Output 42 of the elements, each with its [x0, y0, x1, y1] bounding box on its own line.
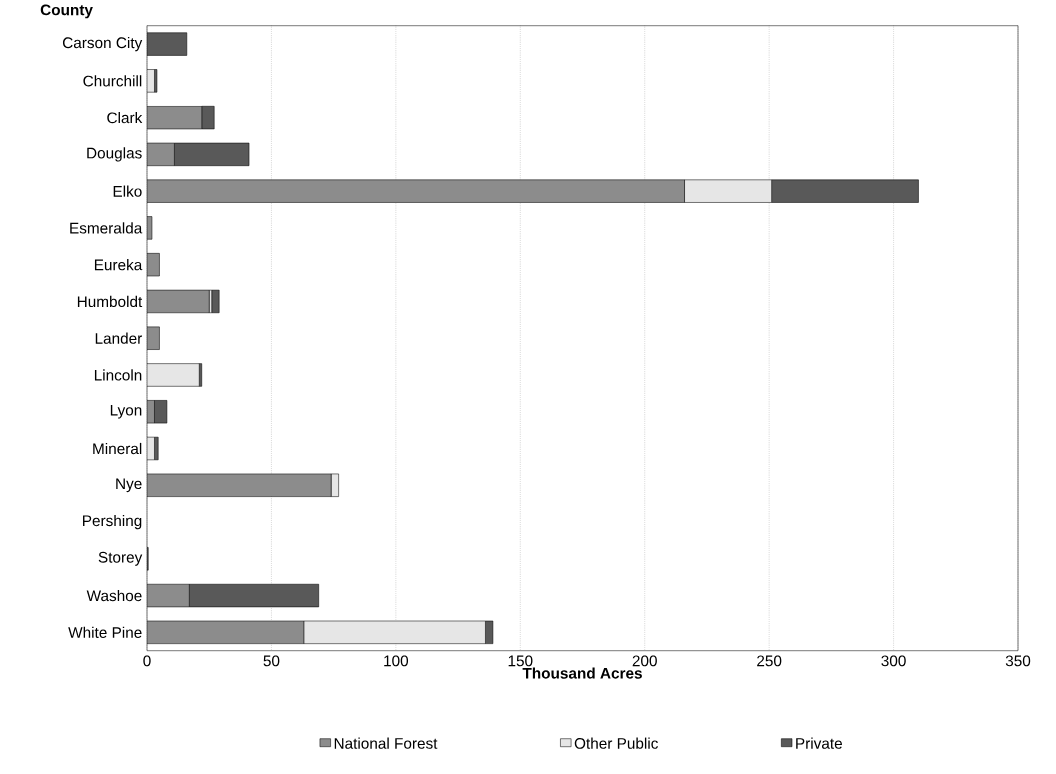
bar — [303, 620, 486, 645]
y-tick-label: Esmeralda — [70, 222, 143, 234]
bar — [147, 620, 305, 645]
legend-label: Private — [796, 737, 842, 749]
y-tick-label: Clark — [107, 112, 143, 124]
bar — [147, 289, 210, 314]
x-tick-label: 350 — [1005, 655, 1031, 667]
legend-label: National Forest — [334, 737, 438, 749]
bar — [147, 106, 203, 130]
y-tick-label: White Pine — [68, 626, 142, 639]
x-tick-label: 0 — [143, 655, 151, 667]
y-tick-label: Carson City — [62, 37, 143, 52]
x-axis-title: Thousand Acres — [522, 667, 642, 679]
y-tick-label: Nye — [116, 478, 142, 493]
x-tick-label: 150 — [508, 655, 533, 667]
legend-label: Other Public — [574, 737, 658, 749]
x-tick-label: 300 — [881, 655, 906, 667]
bar — [147, 32, 188, 56]
y-tick-label: Lander — [95, 332, 143, 344]
y-tick-label: Pershing — [83, 515, 142, 530]
bar — [189, 584, 319, 608]
x-tick-label: 100 — [384, 655, 409, 667]
bar — [174, 142, 250, 167]
bar — [684, 179, 772, 203]
y-tick-label: Lincoln — [94, 369, 142, 381]
bar — [771, 179, 919, 203]
x-tick-label: 250 — [757, 655, 782, 667]
y-tick-label: Churchill — [83, 75, 142, 87]
y-tick-label: Washoe — [86, 590, 142, 602]
y-axis-title: County — [40, 4, 93, 19]
bar — [147, 363, 200, 387]
y-tick-label: Mineral — [93, 443, 142, 455]
y-tick-label: Douglas — [87, 147, 142, 162]
y-tick-label: Eureka — [94, 259, 143, 271]
x-tick-label: 200 — [632, 655, 657, 667]
bar — [147, 179, 685, 203]
x-tick-label: 50 — [263, 655, 280, 667]
y-tick-label: Storey — [98, 552, 143, 566]
y-tick-label: Elko — [113, 185, 142, 197]
y-tick-label: Humboldt — [77, 295, 143, 308]
bar — [147, 584, 190, 608]
y-tick-label: Lyon — [110, 405, 142, 419]
